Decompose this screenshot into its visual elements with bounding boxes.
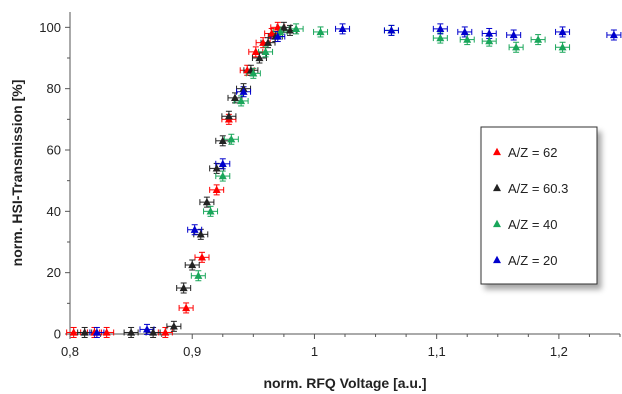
data-point: [255, 53, 264, 62]
data-point: [218, 159, 227, 167]
legend-marker: [493, 255, 501, 264]
data-point: [237, 96, 246, 105]
legend-item: A/Z = 60.3: [493, 181, 568, 196]
legend-marker: [493, 183, 501, 192]
data-point: [212, 164, 221, 172]
legend-item: A/Z = 40: [493, 217, 558, 232]
data-point: [267, 29, 276, 37]
data-point: [218, 171, 227, 180]
data-point: [609, 30, 618, 39]
axes: 0 20 40 60 80 100 0,8 0,9 1 1,1 1,2: [39, 12, 621, 359]
data-point: [196, 230, 205, 238]
legend-marker: [493, 147, 501, 156]
data-points: [69, 23, 618, 336]
x-axis-title: norm. RFQ Voltage [a.u.]: [263, 375, 426, 391]
x-tick-label: 0,9: [183, 344, 201, 359]
data-point: [292, 24, 301, 33]
data-point: [249, 69, 258, 77]
data-point: [198, 253, 206, 261]
data-point: [261, 47, 270, 56]
data-point: [251, 47, 260, 56]
x-tick-label: 1: [311, 344, 318, 359]
data-point: [218, 136, 227, 144]
data-point: [92, 328, 101, 336]
data-point: [338, 24, 347, 33]
data-point: [227, 135, 236, 143]
data-point: [127, 328, 136, 336]
legend-marker: [493, 219, 501, 228]
legend-label: A/Z = 62: [508, 145, 558, 160]
x-tick-label: 1,2: [550, 344, 568, 359]
legend-label: A/Z = 40: [508, 217, 558, 232]
data-point: [69, 328, 78, 336]
data-point: [231, 93, 239, 102]
legend-item: A/Z = 62: [493, 145, 558, 160]
data-point: [273, 32, 282, 40]
y-tick-label: 20: [47, 265, 61, 280]
data-point: [149, 328, 158, 336]
data-point: [143, 325, 151, 333]
data-point: [534, 35, 543, 43]
data-point: [206, 207, 215, 215]
data-point: [485, 36, 494, 45]
data-point: [224, 112, 233, 120]
x-tick-label: 1,1: [428, 344, 446, 359]
data-point: [387, 26, 396, 34]
y-axis-title: norm. HSI-Transmission [%]: [9, 80, 25, 267]
data-point: [169, 322, 178, 330]
data-point: [102, 328, 111, 336]
data-point: [558, 27, 567, 36]
data-point: [286, 26, 294, 34]
legend: A/Z = 62 A/Z = 60.3 A/Z = 40 A/Z = 20: [480, 126, 598, 285]
data-point: [279, 23, 288, 31]
y-tick-label: 80: [47, 81, 61, 96]
data-point: [460, 27, 469, 36]
legend-box: [480, 126, 598, 285]
data-point: [485, 29, 494, 37]
data-point: [202, 197, 211, 206]
data-point: [179, 283, 188, 292]
y-tick-label: 100: [39, 20, 61, 35]
data-point: [212, 185, 221, 194]
data-point: [436, 24, 445, 33]
data-point: [190, 225, 199, 233]
data-point: [188, 260, 197, 269]
data-point: [463, 35, 472, 43]
y-tick-label: 0: [54, 327, 61, 342]
legend-label: A/Z = 20: [508, 253, 558, 268]
x-tick-label: 0,8: [61, 344, 79, 359]
legend-label: A/Z = 60.3: [508, 181, 568, 196]
data-point: [436, 33, 445, 42]
data-point: [264, 38, 272, 46]
data-point: [80, 328, 89, 336]
y-tick-label: 60: [47, 143, 61, 158]
data-point: [558, 43, 567, 51]
data-point: [239, 87, 248, 95]
data-point: [509, 30, 518, 39]
legend-item: A/Z = 20: [493, 253, 558, 268]
data-point: [512, 43, 521, 51]
data-point: [316, 27, 325, 36]
y-tick-label: 40: [47, 204, 61, 219]
data-point: [194, 271, 203, 279]
data-point: [161, 328, 170, 336]
data-point: [182, 303, 191, 312]
